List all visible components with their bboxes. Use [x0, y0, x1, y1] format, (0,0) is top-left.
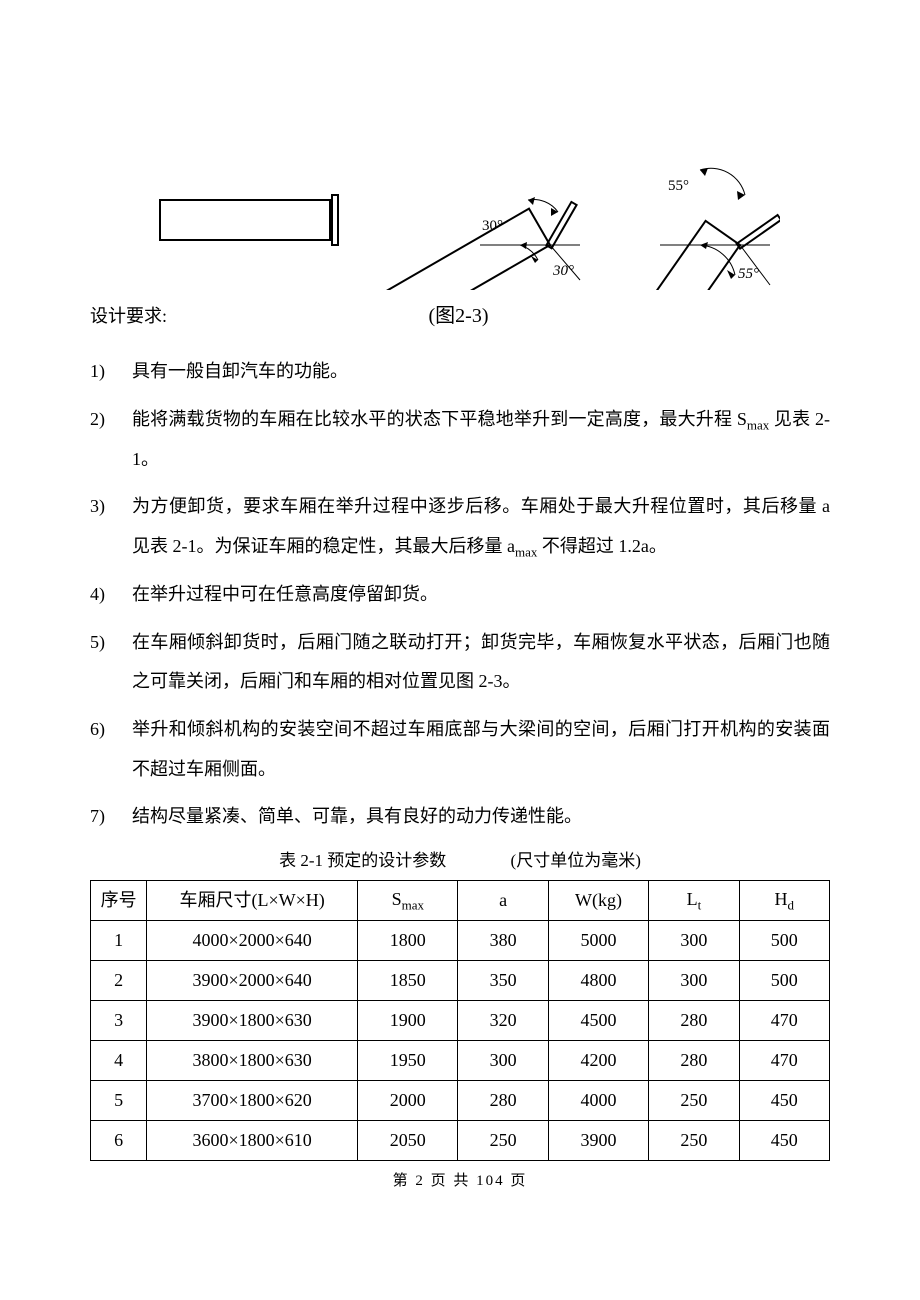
table-cell: 500	[739, 960, 829, 1000]
table-row: 53700×1800×62020002804000250450	[91, 1080, 830, 1120]
list-item: 能将满载货物的车厢在比较水平的状态下平稳地举升到一定高度，最大升程 Smax 见…	[90, 400, 830, 480]
table-caption: 表 2-1 预定的设计参数 (尺寸单位为毫米)	[90, 847, 830, 874]
figure-label: (图2-3)	[127, 300, 790, 332]
table-cell: 1900	[358, 1000, 458, 1040]
table-body: 14000×2000×6401800380500030050023900×200…	[91, 920, 830, 1160]
table-cell: 300	[458, 1040, 548, 1080]
table-cell: 4500	[548, 1000, 648, 1040]
table-cell: 3900×2000×640	[147, 960, 358, 1000]
table-header-cell: 车厢尺寸(L×W×H)	[147, 880, 358, 920]
table-row: 14000×2000×64018003805000300500	[91, 920, 830, 960]
table-cell: 380	[458, 920, 548, 960]
table-cell: 350	[458, 960, 548, 1000]
list-item: 具有一般自卸汽车的功能。	[90, 352, 830, 392]
table-cell: 3900	[548, 1120, 648, 1160]
table-caption-unit: (尺寸单位为毫米)	[511, 851, 641, 870]
table-cell: 5000	[548, 920, 648, 960]
table-cell: 1	[91, 920, 147, 960]
angle-label-30-top: 30°	[482, 218, 503, 234]
table-cell: 250	[649, 1080, 739, 1120]
table-cell: 3	[91, 1000, 147, 1040]
table-cell: 4200	[548, 1040, 648, 1080]
table-cell: 4000	[548, 1080, 648, 1120]
table-cell: 300	[649, 920, 739, 960]
angle-label-30-bottom: 30°	[552, 263, 574, 279]
table-cell: 3800×1800×630	[147, 1040, 358, 1080]
table-cell: 470	[739, 1000, 829, 1040]
table-header-cell: Hd	[739, 880, 829, 920]
table-cell: 5	[91, 1080, 147, 1120]
table-header-cell: Smax	[358, 880, 458, 920]
table-row: 43800×1800×63019503004200280470	[91, 1040, 830, 1080]
table-cell: 4800	[548, 960, 648, 1000]
requirements-list: 具有一般自卸汽车的功能。能将满载货物的车厢在比较水平的状态下平稳地举升到一定高度…	[90, 352, 830, 837]
table-cell: 280	[649, 1000, 739, 1040]
table-cell: 1850	[358, 960, 458, 1000]
table-cell: 280	[458, 1080, 548, 1120]
list-item: 结构尽量紧凑、简单、可靠，具有良好的动力传递性能。	[90, 797, 830, 837]
table-caption-main: 表 2-1 预定的设计参数	[279, 851, 446, 870]
table-header-cell: W(kg)	[548, 880, 648, 920]
list-item: 在举升过程中可在任意高度停留卸货。	[90, 575, 830, 615]
table-cell: 3600×1800×610	[147, 1120, 358, 1160]
table-cell: 4	[91, 1040, 147, 1080]
table-cell: 2000	[358, 1080, 458, 1120]
list-item: 在车厢倾斜卸货时，后厢门随之联动打开；卸货完毕，车厢恢复水平状态，后厢门也随之可…	[90, 623, 830, 702]
table-row: 23900×2000×64018503504800300500	[91, 960, 830, 1000]
table-cell: 450	[739, 1080, 829, 1120]
table-cell: 6	[91, 1120, 147, 1160]
table-cell: 250	[649, 1120, 739, 1160]
table-row: 33900×1800×63019003204500280470	[91, 1000, 830, 1040]
table-cell: 1800	[358, 920, 458, 960]
figure-diagram: 30° 30° 55° 55°	[90, 50, 830, 290]
table-cell: 280	[649, 1040, 739, 1080]
angle-label-55-bottom: 55°	[738, 266, 759, 282]
table-cell: 4000×2000×640	[147, 920, 358, 960]
table-header-cell: Lt	[649, 880, 739, 920]
table-header-row: 序号车厢尺寸(L×W×H)SmaxaW(kg)LtHd	[91, 880, 830, 920]
table-cell: 470	[739, 1040, 829, 1080]
table-cell: 1950	[358, 1040, 458, 1080]
list-item: 举升和倾斜机构的安装空间不超过车厢底部与大梁间的空间，后厢门打开机构的安装面不超…	[90, 710, 830, 789]
table-cell: 450	[739, 1120, 829, 1160]
table-cell: 2	[91, 960, 147, 1000]
table-cell: 2050	[358, 1120, 458, 1160]
angle-label-55-top: 55°	[668, 178, 689, 194]
list-item: 为方便卸货，要求车厢在举升过程中逐步后移。车厢处于最大升程位置时，其后移量 a …	[90, 487, 830, 567]
page-footer: 第 2 页 共 104 页	[90, 1169, 830, 1193]
table-cell: 300	[649, 960, 739, 1000]
table-cell: 250	[458, 1120, 548, 1160]
table-row: 63600×1800×61020502503900250450	[91, 1120, 830, 1160]
table-header-cell: 序号	[91, 880, 147, 920]
table-cell: 3700×1800×620	[147, 1080, 358, 1120]
table-header-cell: a	[458, 880, 548, 920]
table-cell: 3900×1800×630	[147, 1000, 358, 1040]
table-cell: 500	[739, 920, 829, 960]
parameters-table: 序号车厢尺寸(L×W×H)SmaxaW(kg)LtHd 14000×2000×6…	[90, 880, 830, 1161]
dump-truck-diagram: 30° 30° 55° 55°	[140, 50, 780, 290]
table-cell: 320	[458, 1000, 548, 1040]
